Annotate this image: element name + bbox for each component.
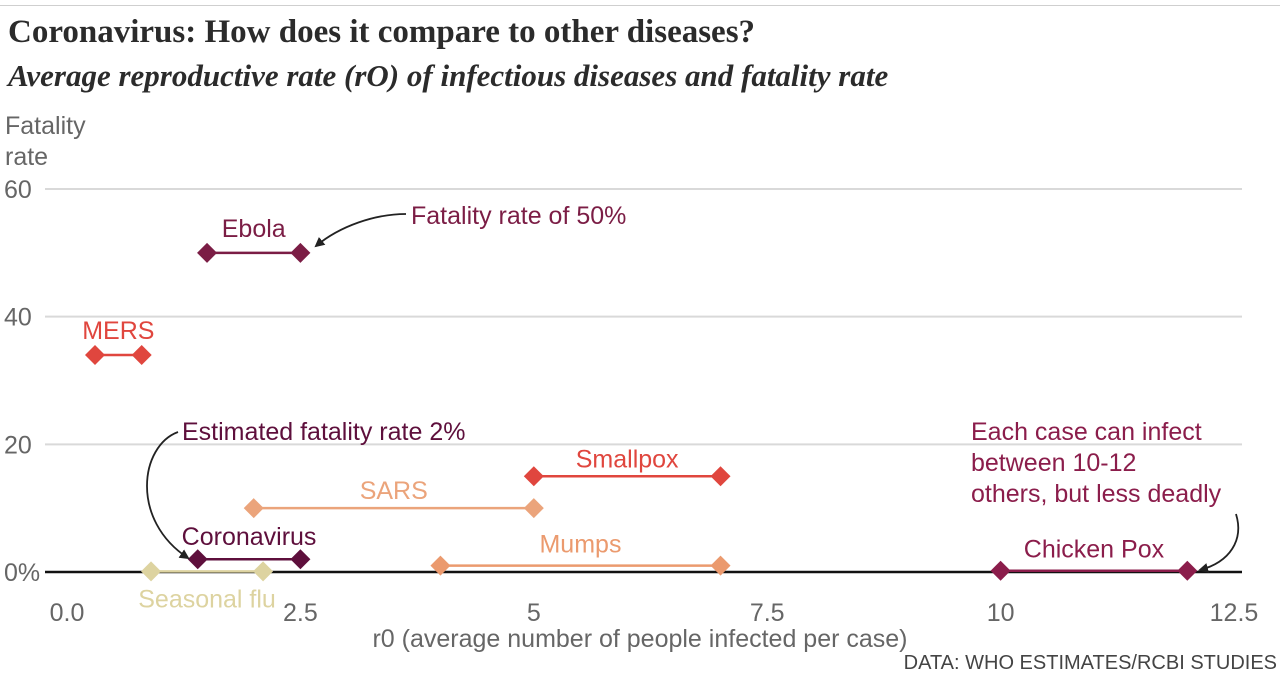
series-chicken-pox: Chicken Pox (990, 536, 1198, 581)
annotation-fatality-50: Fatality rate of 50% (411, 202, 626, 230)
series-label: Smallpox (576, 445, 679, 473)
series-label: Ebola (222, 215, 286, 243)
annotation-fatality-2: Estimated fatality rate 2% (182, 418, 465, 446)
series-smallpox: Smallpox (523, 445, 731, 487)
series-sars: SARS (243, 477, 544, 519)
x-tick-label: 10 (987, 599, 1015, 627)
series-mers: MERS (82, 317, 154, 365)
series-coronavirus: Coronavirus (182, 523, 317, 570)
y-tick-label: 40 (4, 304, 32, 332)
x-tick-label: 2.5 (283, 599, 318, 627)
data-point (710, 555, 731, 576)
annotation-chicken-pox-line: Each case can infect (971, 418, 1202, 446)
data-point (523, 498, 544, 519)
y-tick-label: 20 (4, 431, 32, 459)
data-point (990, 560, 1011, 581)
y-tick-label: 60 (4, 176, 32, 204)
data-point (197, 242, 218, 263)
data-point (85, 344, 106, 365)
data-point (131, 344, 152, 365)
annotation-chicken-pox-line: between 10-12 (971, 449, 1136, 477)
x-tick-label: 7.5 (750, 599, 785, 627)
annotation-arrow (146, 431, 190, 560)
y-axis-label: Fatality rate (5, 112, 86, 171)
series-label: Chicken Pox (1024, 536, 1165, 564)
x-tick-label: 0.0 (50, 599, 85, 627)
y-tick-label: 0% (4, 559, 40, 587)
x-tick-label: 12.5 (1210, 599, 1259, 627)
series-mumps: Mumps (430, 531, 731, 576)
data-point (1177, 560, 1198, 581)
data-point (187, 549, 208, 570)
source-note: DATA: WHO ESTIMATES/RCBI STUDIES (904, 652, 1277, 674)
x-axis-label: r0 (average number of people infected pe… (372, 625, 907, 653)
series-ebola: Ebola (197, 215, 311, 263)
x-tick-label: 5 (527, 599, 541, 627)
data-point (290, 242, 311, 263)
annotation-chicken-pox-line: others, but less deadly (971, 480, 1222, 508)
chart-title: Coronavirus: How does it compare to othe… (8, 14, 756, 50)
data-point (253, 561, 274, 582)
series-label: Seasonal flu (138, 585, 276, 613)
data-point (290, 549, 311, 570)
series-seasonal-flu: Seasonal flu (138, 561, 276, 613)
data-point (710, 466, 731, 487)
data-point (523, 466, 544, 487)
data-point (141, 561, 162, 582)
series-label: Coronavirus (182, 523, 317, 551)
annotation-arrow (314, 213, 407, 248)
series-label: MERS (82, 317, 154, 345)
annotation-arrow (1198, 513, 1240, 573)
data-point (243, 498, 264, 519)
top-rule (0, 5, 1280, 6)
data-point (430, 555, 451, 576)
series-label: Mumps (539, 531, 621, 559)
chart-subtitle: Average reproductive rate (rO) of infect… (8, 58, 889, 93)
series-label: SARS (360, 477, 428, 505)
